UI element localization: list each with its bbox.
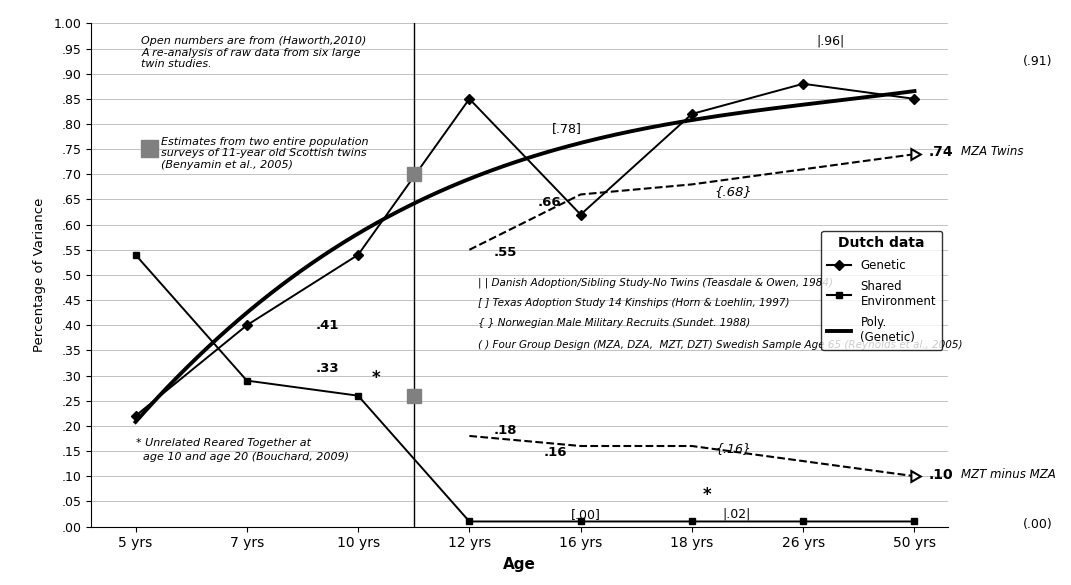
Text: .66: .66 [538,195,561,208]
X-axis label: Age: Age [503,557,536,572]
Poly.
(Genetic) [590,136,603,143]
Genetic [351,252,364,259]
Text: (.91): (.91) [1023,55,1053,68]
Text: .55: .55 [494,246,517,259]
Shared
Environment [685,518,698,525]
Text: [.78]: [.78] [552,122,582,135]
Shared
Environment [130,252,142,259]
Poly.
(Genetic) [130,418,142,425]
Text: .16: .16 [543,446,567,459]
Text: .10: .10 [929,467,953,481]
Text: *: * [703,486,711,504]
Genetic [574,211,587,218]
Line: Genetic: Genetic [132,80,918,419]
Poly.
(Genetic) [132,415,145,422]
Text: {.16}: {.16} [715,442,752,455]
Genetic [908,95,921,102]
Genetic [463,95,476,102]
Text: {.68}: {.68} [714,185,753,198]
Poly.
(Genetic) [835,97,848,104]
Poly.
(Genetic) [593,135,606,142]
Text: [ ] Texas Adoption Study 14 Kinships (Horn & Loehlin, 1997): [ ] Texas Adoption Study 14 Kinships (Ho… [479,298,789,308]
Line: Poly.
(Genetic): Poly. (Genetic) [136,91,915,422]
Text: * Unrelated Reared Together at: * Unrelated Reared Together at [136,439,311,449]
Poly.
(Genetic) [908,88,921,95]
Line: Shared
Environment: Shared Environment [132,252,918,525]
Text: Estimates from two entire population
surveys of 11-year old Scottish twins
(Beny: Estimates from two entire population sur… [161,136,368,170]
Genetic [797,80,810,87]
Shared
Environment [797,518,810,525]
Shared
Environment [463,518,476,525]
Legend: Genetic, Shared
Environment, Poly.
(Genetic): Genetic, Shared Environment, Poly. (Gene… [821,230,941,350]
Text: MZT minus MZA: MZT minus MZA [961,468,1056,481]
Text: *: * [372,369,380,387]
Text: Open numbers are from (Haworth,2010)
A re-analysis of raw data from six large
tw: Open numbers are from (Haworth,2010) A r… [141,36,366,69]
Text: |.96|: |.96| [817,35,845,47]
Text: MZA Twins: MZA Twins [961,145,1024,158]
Text: age 10 and age 20 (Bouchard, 2009): age 10 and age 20 (Bouchard, 2009) [136,452,349,462]
Text: .18: .18 [494,424,517,438]
Text: { } Norwegian Male Military Recruits (Sundet. 1988): { } Norwegian Male Military Recruits (Su… [479,318,751,328]
Text: [.00]: [.00] [571,508,601,521]
Shared
Environment [240,377,253,384]
Text: ( ) Four Group Design (MZA, DZA,  MZT, DZT) Swedish Sample Age 65 (Reynolds et a: ( ) Four Group Design (MZA, DZA, MZT, DZ… [479,340,963,350]
Shared
Environment [574,518,587,525]
Genetic [685,111,698,118]
Text: .74: .74 [929,144,953,159]
Poly.
(Genetic) [606,132,619,139]
Text: | | Danish Adoption/Sibling Study-No Twins (Teasdale & Owen, 1984): | | Danish Adoption/Sibling Study-No Twi… [479,277,833,288]
Poly.
(Genetic) [786,102,799,109]
Genetic [130,412,142,419]
Bar [141,140,157,157]
Y-axis label: Percentage of Variance: Percentage of Variance [33,198,46,352]
Text: .41: .41 [316,319,340,332]
Shared
Environment [351,392,364,399]
Text: .33: .33 [316,362,340,374]
Text: (.00): (.00) [1023,518,1053,531]
Genetic [240,322,253,329]
Text: |.02|: |.02| [722,508,751,521]
Shared
Environment [908,518,921,525]
